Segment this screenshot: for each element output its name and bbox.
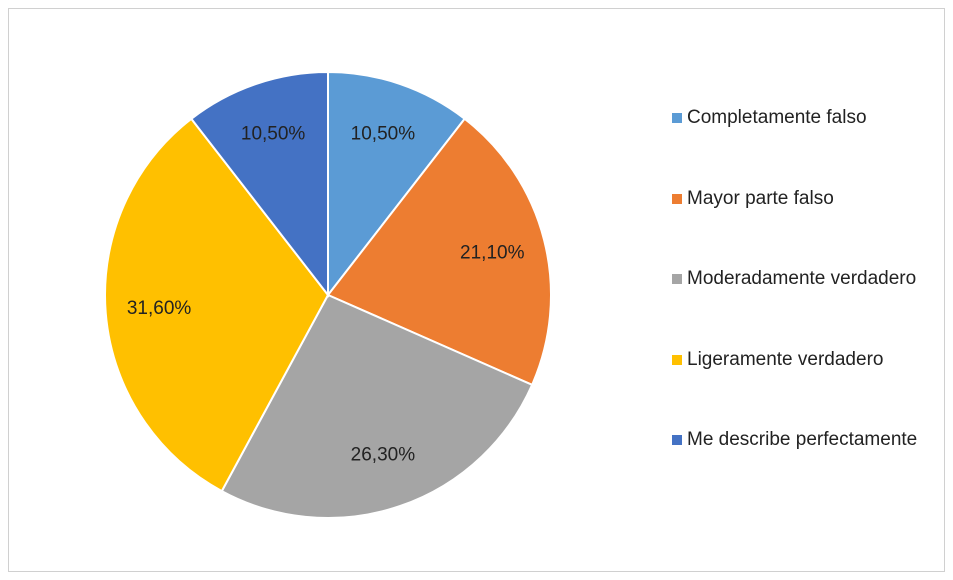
legend-entry: Moderadamente verdadero: [672, 263, 947, 295]
data-label: 31,60%: [127, 298, 192, 319]
pie-slice: [220, 293, 534, 519]
legend-label: Completamente falso: [687, 107, 867, 128]
legend-entry: Me describe perfectamente: [672, 424, 947, 456]
pie-slice: [189, 70, 329, 298]
legend-entry: Mayor parte falso: [672, 183, 947, 215]
legend-swatch: [672, 113, 682, 123]
data-label: 10,50%: [241, 124, 306, 145]
legend-label: Ligeramente verdadero: [687, 348, 884, 370]
pie-slice: [327, 70, 467, 298]
legend-swatch: [672, 435, 682, 446]
legend-label: Mayor parte falso: [687, 187, 834, 209]
legend-swatch: [672, 274, 682, 285]
data-label: 10,50%: [351, 124, 416, 145]
pie-slice: [326, 117, 552, 387]
data-label: 21,10%: [460, 242, 525, 263]
legend-label: Me describe perfectamente: [687, 429, 918, 451]
legend-swatch: [672, 193, 682, 204]
legend-entry: Completamente falso: [672, 102, 947, 134]
data-label: 26,30%: [351, 444, 416, 465]
legend-entry: Ligeramente verdadero: [672, 344, 947, 376]
legend-label: Moderadamente verdadero: [687, 268, 917, 290]
pie-slice: [104, 117, 330, 493]
legend-swatch: [672, 354, 682, 365]
